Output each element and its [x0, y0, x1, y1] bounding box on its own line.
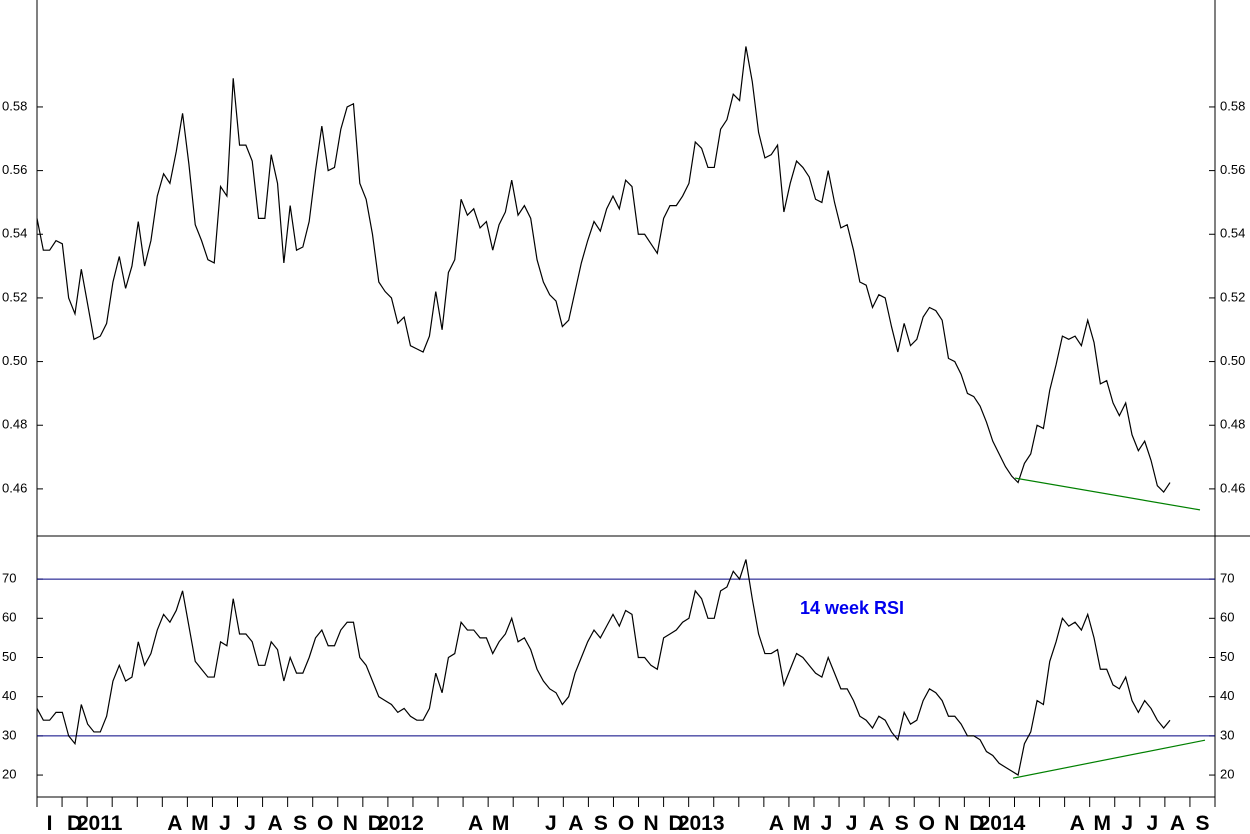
x-tick-label: D — [368, 812, 383, 834]
x-tick-label: M — [492, 812, 510, 834]
y-tick-label: 0.52 — [2, 289, 27, 304]
y-tick-label: 70 — [2, 571, 16, 586]
y-tick-label: 40 — [1220, 688, 1234, 703]
y-tick-label: 0.56 — [1220, 162, 1245, 177]
x-tick-label: D — [969, 812, 984, 834]
y-tick-label: 0.54 — [2, 226, 27, 241]
x-tick-label: M — [191, 812, 209, 834]
x-tick-label: A — [167, 812, 182, 834]
x-tick-label: N — [944, 812, 959, 834]
x-tick-label: J — [1146, 812, 1158, 834]
x-tick-label: D — [669, 812, 684, 834]
x-tick-label: S — [293, 812, 307, 834]
x-tick-label: 2011 — [77, 812, 123, 834]
y-tick-label: 0.56 — [2, 162, 27, 177]
x-tick-label: M — [793, 812, 811, 834]
x-tick-label: A — [1070, 812, 1085, 834]
x-tick-label: J — [821, 812, 833, 834]
x-tick-label: A — [869, 812, 884, 834]
rsi-annotation: 14 week RSI — [800, 598, 904, 618]
x-tick-label: 2014 — [979, 812, 1026, 834]
price-line — [36, 559, 1171, 777]
x-tick-label: J — [244, 812, 256, 834]
x-tick-label: S — [895, 812, 909, 834]
price-line — [36, 46, 1171, 494]
y-tick-label: 0.48 — [2, 417, 27, 432]
y-tick-label: 60 — [1220, 610, 1234, 625]
x-tick-label: O — [618, 812, 634, 834]
x-tick-label: J — [1121, 812, 1133, 834]
y-tick-label: 0.52 — [1220, 289, 1245, 304]
x-tick-label: A — [769, 812, 784, 834]
x-tick-label: M — [1093, 812, 1111, 834]
y-tick-label: 60 — [2, 610, 16, 625]
y-tick-label: 0.46 — [1220, 480, 1245, 495]
x-tick-label: I — [47, 812, 53, 834]
y-tick-label: 0.50 — [1220, 353, 1245, 368]
x-tick-label: N — [343, 812, 358, 834]
x-tick-label: N — [643, 812, 658, 834]
x-tick-label: O — [317, 812, 333, 834]
x-tick-label: A — [468, 812, 483, 834]
x-tick-label: S — [1195, 812, 1209, 834]
x-tick-label: A — [1170, 812, 1185, 834]
x-tick-label: A — [568, 812, 583, 834]
y-tick-label: 70 — [1220, 571, 1234, 586]
y-tick-label: 0.58 — [2, 98, 27, 113]
y-tick-label: 40 — [2, 688, 16, 703]
y-tick-label: 0.54 — [1220, 226, 1245, 241]
x-tick-label: A — [268, 812, 283, 834]
x-tick-label: J — [846, 812, 858, 834]
x-tick-label: S — [594, 812, 608, 834]
y-tick-label: 50 — [1220, 649, 1234, 664]
x-tick-label: O — [919, 812, 935, 834]
y-tick-label: 20 — [2, 766, 16, 781]
y-tick-label: 0.50 — [2, 353, 27, 368]
y-tick-label: 30 — [1220, 727, 1234, 742]
y-tick-label: 0.46 — [2, 480, 27, 495]
x-tick-label: 2012 — [377, 812, 424, 834]
y-tick-label: 20 — [1220, 766, 1234, 781]
trend-line — [1012, 739, 1206, 779]
x-tick-label: J — [219, 812, 231, 834]
y-tick-label: 0.58 — [1220, 98, 1245, 113]
x-tick-label: 2013 — [678, 812, 725, 834]
trend-line — [1014, 477, 1201, 511]
y-tick-label: 50 — [2, 649, 16, 664]
x-tick-label: D — [67, 812, 82, 834]
x-tick-label: J — [545, 812, 557, 834]
y-tick-label: 30 — [2, 727, 16, 742]
y-tick-label: 0.48 — [1220, 417, 1245, 432]
